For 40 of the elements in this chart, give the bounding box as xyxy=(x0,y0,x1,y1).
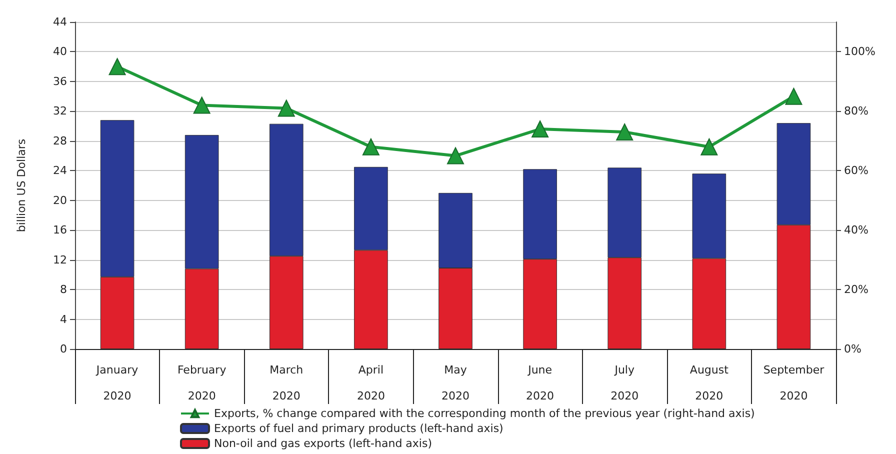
point xyxy=(447,147,464,164)
point xyxy=(785,88,802,105)
legend-label: Exports of fuel and primary products (left-hand axis) xyxy=(214,422,504,435)
y-tick-label: 0 xyxy=(60,342,67,356)
x-tick-label: April 2020 xyxy=(356,364,385,402)
x-tick-label: August 2020 xyxy=(690,364,730,402)
y-axis-title: billion US Dollars xyxy=(15,138,28,232)
y-tick-label: 24 xyxy=(53,164,67,178)
y-tick-label: 44 xyxy=(53,16,67,28)
y-tick-label: 32 xyxy=(53,104,67,118)
x-tick-label: June 2020 xyxy=(526,364,554,402)
x-tick-label: July 2020 xyxy=(610,364,639,402)
point xyxy=(193,96,210,114)
legend-label: Non-oil and gas exports (left-hand axis) xyxy=(214,437,432,450)
y-tick-label: 36 xyxy=(53,74,67,88)
point xyxy=(278,100,295,117)
y2-tick-label: 100% xyxy=(844,45,876,58)
y2-tick-label: 20% xyxy=(844,283,868,296)
y-tick-label: 12 xyxy=(53,253,67,266)
x-tick-label: September 2020 xyxy=(763,364,825,402)
point xyxy=(616,123,634,140)
x-tick-label: May 2020 xyxy=(442,364,470,402)
legend-label: Exports, % change compared with the corresponding month of the previous year (right-hand axis) xyxy=(214,407,755,420)
y2-tick-label: 40% xyxy=(844,224,868,237)
y-tick-label: 40 xyxy=(53,45,67,58)
y2-tick-label: 80% xyxy=(844,104,868,118)
y-tick-label: 4 xyxy=(60,312,67,326)
y-tick-label: 8 xyxy=(60,283,67,296)
point xyxy=(700,138,718,156)
y-tick-label: 28 xyxy=(53,134,67,148)
point xyxy=(108,58,126,76)
y-tick-label: 16 xyxy=(53,224,67,237)
x-tick-label: March 2020 xyxy=(270,364,304,402)
y-tick-label: 20 xyxy=(53,194,67,207)
x-tick-label: January 2020 xyxy=(95,364,139,402)
point xyxy=(532,120,549,138)
y2-tick-label: 0% xyxy=(844,342,862,356)
point xyxy=(362,138,380,156)
x-tick-label: February 2020 xyxy=(177,364,227,402)
y2-tick-label: 60% xyxy=(844,164,868,178)
